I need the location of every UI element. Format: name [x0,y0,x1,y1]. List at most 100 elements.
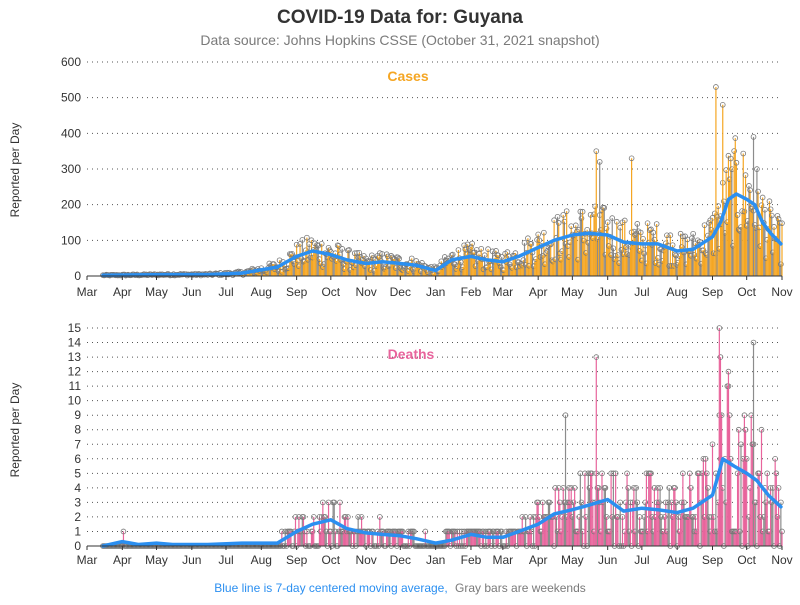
death-point [279,528,285,535]
case-point [673,252,679,259]
case-point [706,220,712,226]
case-point [779,220,785,226]
case-point [758,202,765,208]
case-point [554,213,561,220]
death-point [292,514,299,520]
case-point [339,246,346,252]
case-point [307,254,314,261]
x-tick-label: May [145,553,168,567]
y-tick-label: 14 [68,336,82,350]
death-point [331,499,338,506]
x-tick-label: Jan [426,285,445,299]
death-point [567,499,573,506]
death-point [648,470,654,477]
case-point [308,237,315,244]
case-spike-point [596,159,603,165]
case-point [653,221,660,227]
death-point [568,485,575,491]
death-point [539,499,546,506]
y-tick-label: 8 [74,423,81,437]
case-point [293,241,300,248]
y-tick-label: 200 [61,198,81,212]
death-spike-point [562,412,569,419]
x-tick-label: Nov [771,553,792,567]
case-point [732,135,739,141]
death-point [742,426,749,433]
deaths-panel-title: Deaths [388,346,435,362]
case-point [555,220,562,226]
case-point [551,217,557,223]
cases-y-ticks: 0 100 200 300 400 500 600 [61,55,81,283]
case-point [449,251,456,258]
death-point [734,470,741,477]
case-point [731,148,737,154]
chart-footnote: Blue line is 7-day centered moving avera… [214,581,586,595]
cases-gridlines [87,61,782,277]
case-point [667,232,674,239]
death-point [763,499,769,506]
case-max-point [713,84,719,90]
case-point [601,205,608,211]
case-point [539,252,546,259]
death-point [582,470,588,477]
case-point [528,241,535,247]
deaths-bars [100,325,785,549]
death-point [300,514,307,520]
y-tick-label: 7 [74,437,81,451]
case-point [733,159,740,166]
case-point [577,208,584,215]
death-point [642,499,649,506]
death-point [603,514,610,520]
case-point [461,242,467,249]
x-tick-label: Oct [737,553,756,567]
death-point [624,470,630,477]
death-point [726,412,733,419]
x-tick-label: Aug [251,285,272,299]
x-tick-label: Oct [737,285,756,299]
y-tick-label: 13 [68,350,82,364]
case-point [299,237,306,243]
x-tick-label: Aug [667,285,688,299]
x-tick-label: Mar [493,285,514,299]
death-point [735,426,742,433]
case-point [641,250,647,257]
x-tick-label: Jul [218,553,233,567]
death-point [120,528,127,535]
x-tick-label: Nov [355,285,376,299]
case-point [525,235,531,242]
case-point [644,220,651,226]
x-tick-label: Mar [77,285,98,299]
death-point [358,514,365,520]
case-point [742,172,749,178]
y-tick-label: 1 [74,524,81,538]
death-point [546,499,553,506]
x-tick-label: Nov [771,285,792,299]
y-tick-label: 4 [74,481,81,495]
death-point [322,514,328,520]
x-tick-label: May [561,285,584,299]
case-point [776,219,783,226]
case-point [734,212,741,218]
death-point [673,499,679,506]
case-point [560,212,567,218]
case-point [609,215,616,221]
moving-average-note: Blue line is 7-day centered moving avera… [214,581,447,595]
death-point [625,485,631,491]
x-tick-label: Mar [77,553,98,567]
case-point [481,252,488,258]
case-point [766,198,773,205]
cases-y-axis-label: Reported per Day [8,123,22,218]
death-point [411,528,417,535]
x-tick-label: Oct [321,553,340,567]
death-point [571,485,578,491]
x-tick-label: Dec [390,553,411,567]
case-point [408,255,415,262]
case-point [747,187,753,193]
x-tick-label: Jul [218,285,233,299]
case-point [618,246,625,253]
death-point [612,470,619,477]
case-point [485,246,491,252]
case-point [455,247,462,253]
x-tick-label: Jul [634,553,649,567]
